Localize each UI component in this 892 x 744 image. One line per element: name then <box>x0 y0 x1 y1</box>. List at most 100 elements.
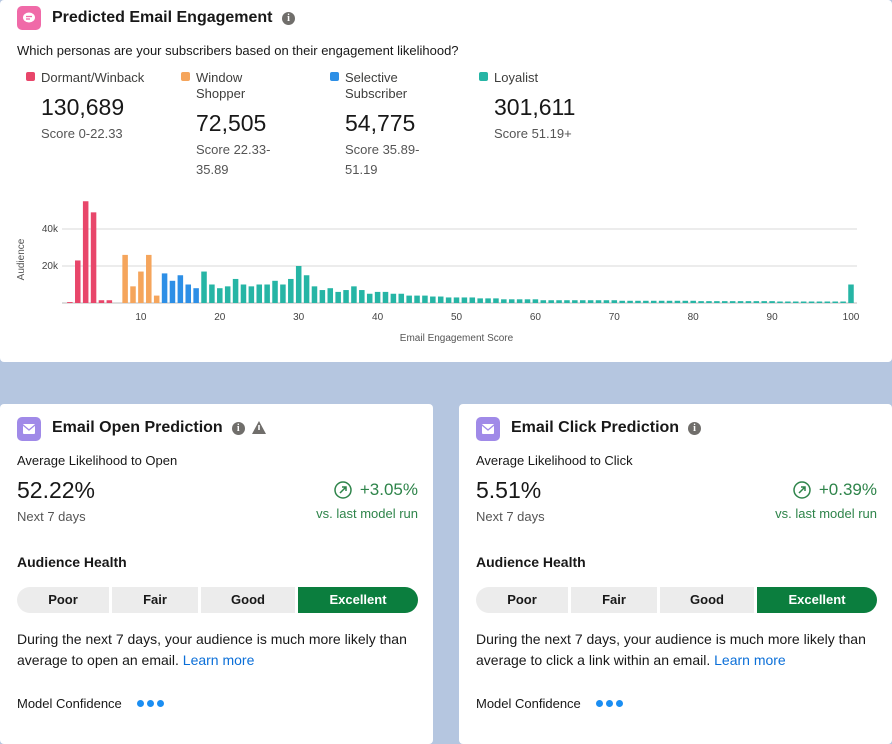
bar <box>461 297 468 303</box>
click-card: Email Click Prediction i Average Likelihoo… <box>459 404 892 744</box>
trend-icon <box>793 481 811 499</box>
y-tick-label: 40k <box>42 224 59 235</box>
health-scale: Poor Fair Good Excellent <box>476 587 877 613</box>
bar <box>729 301 736 303</box>
card-title: Email Click Prediction <box>511 419 680 436</box>
bar <box>422 295 428 303</box>
bar <box>753 301 760 303</box>
bar <box>201 271 207 303</box>
bar <box>556 300 562 303</box>
bar <box>169 280 176 303</box>
bar <box>808 301 815 303</box>
bar <box>445 297 452 303</box>
bar <box>351 286 357 303</box>
x-axis-label: Email Engagement Score <box>400 333 514 344</box>
bar <box>138 271 144 303</box>
bar <box>650 300 657 303</box>
trend-icon <box>334 481 352 499</box>
learn-more-link[interactable]: Learn more <box>182 652 255 668</box>
bar <box>98 300 105 303</box>
bar <box>437 296 444 303</box>
x-tick-label: 100 <box>843 312 860 323</box>
bar <box>603 300 610 303</box>
bar <box>785 301 791 303</box>
health-title: Audience Health <box>17 554 127 570</box>
bar <box>288 278 294 303</box>
y-axis-label: Audience <box>16 238 27 280</box>
bar <box>698 301 704 303</box>
persona-name: Loyalist <box>494 70 539 85</box>
bar <box>366 293 373 303</box>
bar <box>75 260 81 303</box>
description-text: During the next 7 days, your audience is… <box>476 631 866 668</box>
bar <box>714 301 720 303</box>
persona-count: 54,775 <box>345 110 416 136</box>
envelope <box>482 424 494 434</box>
info-icon[interactable]: i <box>282 12 295 25</box>
health-scale: Poor Fair Good Excellent <box>17 587 418 613</box>
bar <box>761 301 767 303</box>
bar <box>532 299 539 303</box>
bar <box>311 286 318 303</box>
health-level: Poor <box>17 587 109 613</box>
change-value: +0.39% <box>818 480 877 499</box>
persona-count: 72,505 <box>196 110 267 136</box>
icon-glyph <box>481 424 495 434</box>
envelope <box>23 424 35 434</box>
envelope-flap <box>481 424 495 431</box>
change: +3.05% <box>334 480 418 500</box>
bar <box>572 300 578 303</box>
bar <box>690 300 696 303</box>
question: Which personas are your subscribers base… <box>17 43 459 58</box>
description-text: During the next 7 days, your audience is… <box>17 631 407 668</box>
info-icon[interactable]: i <box>231 422 245 435</box>
confidence-dot <box>157 700 164 707</box>
bar <box>800 301 807 303</box>
health-level: Fair <box>571 587 657 613</box>
change-note: vs. last model run <box>316 506 418 521</box>
icon-glyph <box>23 12 35 23</box>
bar <box>414 295 420 303</box>
icon-glyph <box>22 424 36 434</box>
bar <box>146 254 152 303</box>
learn-more-link[interactable]: Learn more <box>714 652 786 668</box>
persona-name: Window Shopper <box>196 70 246 101</box>
bar <box>256 284 263 303</box>
bar <box>721 301 728 303</box>
persona-range: Score 51.19+ <box>494 126 572 141</box>
confidence-dots <box>137 700 164 707</box>
bar <box>122 254 128 303</box>
x-tick-label: 50 <box>451 312 463 323</box>
bar <box>493 298 499 303</box>
bar <box>745 301 752 303</box>
bar <box>816 301 823 303</box>
bar <box>382 291 389 303</box>
persona: Loyalist 301,611 Score 51.19+ <box>479 70 599 144</box>
bar <box>232 278 239 303</box>
period: Next 7 days <box>476 509 545 524</box>
persona-range: Score 22.33-35.89 <box>196 142 271 177</box>
x-tick-label: 30 <box>293 312 305 323</box>
card-icon <box>17 417 41 441</box>
engagement-card: Predicted Email Engagement i Which persona… <box>0 0 892 362</box>
health-title: Audience Health <box>476 554 586 570</box>
card-icon <box>476 417 500 441</box>
bar <box>209 284 215 303</box>
persona: Selective Subscriber 54,775 Score 35.89-51… <box>330 70 425 180</box>
bar <box>769 301 775 303</box>
confidence-dot <box>606 700 613 707</box>
bar <box>335 291 341 303</box>
bar <box>280 284 286 303</box>
persona-swatch <box>181 72 190 81</box>
confidence-dots <box>596 700 623 707</box>
bar <box>793 301 799 303</box>
confidence-dot <box>147 700 154 707</box>
persona-swatch <box>26 72 35 81</box>
bar <box>579 300 586 303</box>
persona-range: Score 0-22.33 <box>41 126 123 141</box>
bar <box>848 284 854 303</box>
x-tick-label: 10 <box>135 312 147 323</box>
info-icon[interactable]: i <box>688 422 702 435</box>
bar <box>658 300 665 303</box>
